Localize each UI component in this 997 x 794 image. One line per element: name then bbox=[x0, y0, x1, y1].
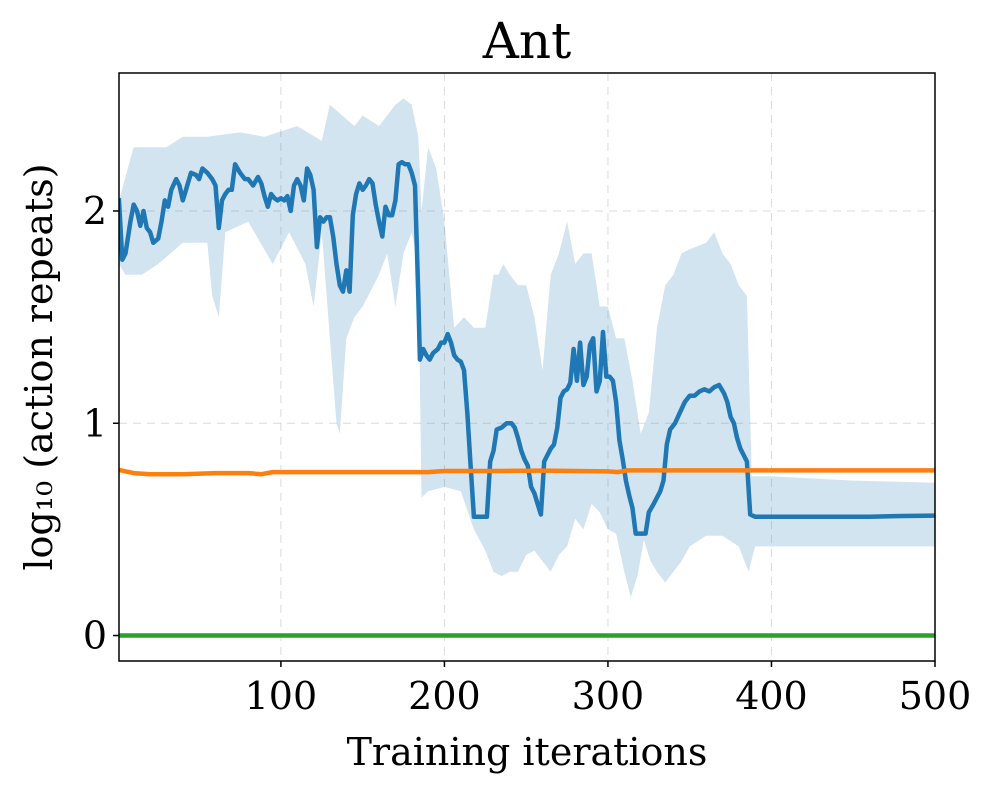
blue-series-line bbox=[119, 159, 935, 536]
chart-title: Ant bbox=[482, 12, 571, 70]
x-tick-label: 400 bbox=[735, 674, 808, 718]
plot-frame bbox=[118, 72, 936, 662]
series-lines bbox=[119, 159, 935, 638]
x-tick-label: 500 bbox=[899, 674, 972, 718]
axis-ticks: 100 200 300 400 500 0 1 2 bbox=[83, 189, 971, 718]
x-tick-label: 200 bbox=[408, 674, 481, 718]
x-axis-label: Training iterations bbox=[347, 730, 708, 774]
x-tick-label: 300 bbox=[572, 674, 645, 718]
y-axis-label: log₁₀ (action repeats) bbox=[17, 163, 61, 570]
y-tick-label: 2 bbox=[83, 189, 107, 233]
x-tick-label: 100 bbox=[245, 674, 318, 718]
y-tick-label: 1 bbox=[83, 401, 107, 445]
orange-series-line bbox=[119, 467, 935, 477]
y-tick-label: 0 bbox=[83, 614, 107, 658]
